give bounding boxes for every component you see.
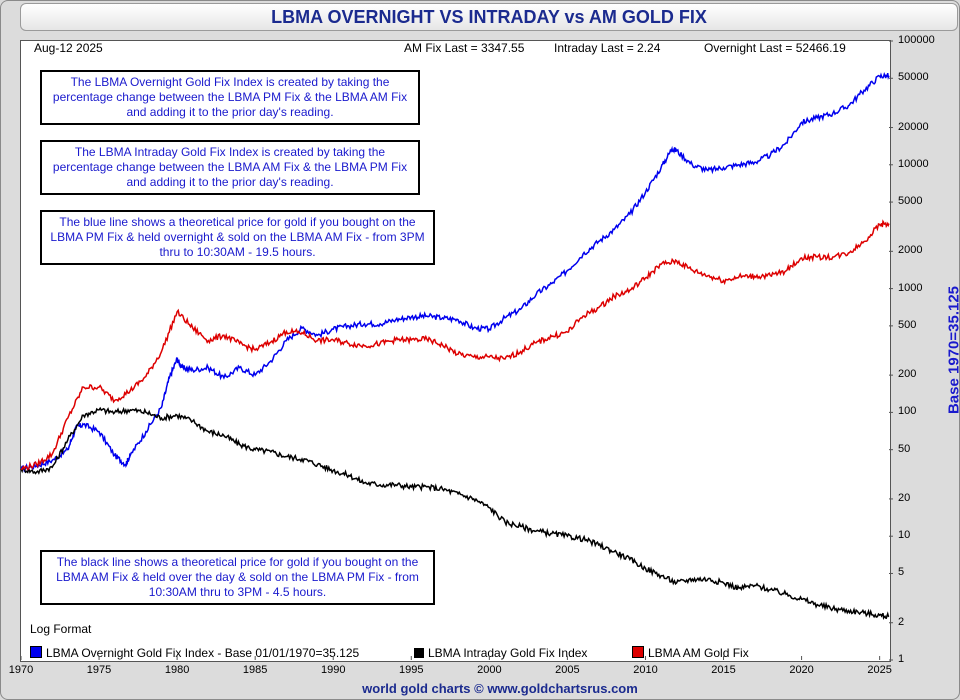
y-tick-label: 50	[898, 442, 911, 455]
series-line-1	[20, 406, 890, 621]
overnight-last: Overnight Last = 52466.19	[704, 41, 846, 55]
x-tick-label: 1985	[242, 664, 268, 676]
x-tick-label: 2000	[477, 664, 502, 676]
series-line-2	[20, 219, 890, 471]
legend-overnight: LBMA Overnight Gold Fix Index - Base 01/…	[30, 646, 359, 660]
y-tick-label: 10	[898, 529, 911, 542]
legend-swatch-intraday	[414, 648, 424, 658]
footer-credit: world gold charts © www.goldchartsrus.co…	[362, 681, 638, 696]
log-format-label: Log Format	[30, 622, 92, 636]
y-tick-label: 500	[898, 318, 917, 331]
x-tick-label: 1980	[164, 664, 190, 676]
y-tick-label: 200	[898, 368, 917, 381]
y-tick-label: 5	[898, 566, 905, 579]
date-label: Aug-12 2025	[34, 41, 103, 55]
x-tick-label: 2005	[555, 664, 580, 676]
y-tick-label: 100000	[898, 34, 935, 46]
note-overnight-index: The LBMA Overnight Gold Fix Index is cre…	[40, 70, 420, 125]
y-tick-label: 5000	[898, 195, 923, 208]
x-tick-label: 1995	[399, 664, 424, 676]
x-tick-label: 2015	[711, 664, 736, 676]
y-tick-label: 100	[898, 405, 917, 418]
y-tick-label: 20000	[898, 120, 929, 133]
legend-label-overnight: LBMA Overnight Gold Fix Index - Base 01/…	[46, 646, 360, 660]
y-tick-label: 1	[898, 653, 905, 665]
series-line-0	[20, 71, 890, 473]
x-tick-label: 2010	[633, 664, 658, 676]
y-tick-label: 2000	[898, 244, 923, 257]
x-tick-label: 1990	[320, 664, 346, 676]
legend-swatch-am-fix	[632, 646, 644, 658]
note-blue-line: The blue line shows a theoretical price …	[40, 210, 435, 265]
y-tick-label: 20	[898, 491, 911, 504]
y-tick-label: 1000	[898, 281, 923, 294]
x-tick-label: 1975	[86, 664, 112, 676]
chart-title: LBMA OVERNIGHT VS INTRADAY vs AM GOLD FI…	[20, 3, 958, 31]
x-tick-label: 2025	[867, 664, 892, 676]
y-tick-label: 50000	[898, 71, 929, 84]
note-black-line: The black line shows a theoretical price…	[40, 550, 435, 605]
intraday-last: Intraday Last = 2.24	[554, 41, 661, 55]
legend-swatch-overnight	[30, 646, 42, 658]
legend-label-intraday: LBMA Intraday Gold Fix Index	[428, 646, 588, 660]
legend-intraday: LBMA Intraday Gold Fix Index	[414, 646, 587, 660]
y-tick-label: 2	[898, 615, 905, 628]
x-tick-label: 2020	[789, 664, 814, 676]
note-intraday-index: The LBMA Intraday Gold Fix Index is crea…	[40, 140, 420, 195]
am-fix-last: AM Fix Last = 3347.55	[404, 41, 525, 55]
x-tick-label: 1970	[8, 664, 34, 676]
y-tick-label: 10000	[898, 157, 929, 170]
